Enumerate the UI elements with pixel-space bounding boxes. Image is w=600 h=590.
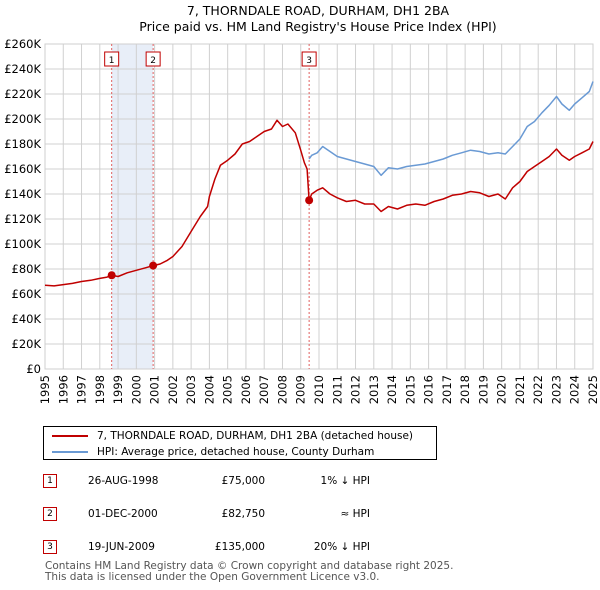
x-tick-label: 2003 bbox=[184, 375, 198, 404]
sale-hpi-relation: ≈ HPI bbox=[340, 508, 370, 520]
chart-title: 7, THORNDALE ROAD, DURHAM, DH1 2BA bbox=[187, 3, 450, 18]
plot-frame bbox=[44, 43, 594, 370]
sale-date: 01-DEC-2000 bbox=[88, 508, 158, 520]
sale-label-box bbox=[104, 51, 120, 67]
y-tick-label: £160K bbox=[4, 162, 41, 176]
legend-swatch-property bbox=[52, 435, 88, 437]
sale-label-box bbox=[301, 51, 317, 67]
property-price-line bbox=[44, 119, 594, 287]
footer-copyright: Contains HM Land Registry data © Crown c… bbox=[45, 560, 454, 572]
sale-price: £135,000 bbox=[214, 541, 265, 553]
sale-label-box bbox=[145, 51, 161, 67]
x-tick-label: 2015 bbox=[403, 375, 417, 404]
x-tick-label: 2002 bbox=[166, 375, 180, 404]
x-tick-label: 2001 bbox=[148, 375, 162, 404]
y-tick-label: £120K bbox=[4, 212, 41, 226]
y-tick-label: £220K bbox=[4, 87, 41, 101]
x-tick-label: 2013 bbox=[367, 375, 381, 404]
x-tick-label: 1999 bbox=[111, 375, 125, 404]
hpi-line bbox=[308, 81, 594, 177]
x-tick-label: 2005 bbox=[221, 375, 235, 404]
x-tick-label: 2008 bbox=[275, 375, 289, 404]
x-tick-label: 2018 bbox=[458, 375, 472, 404]
sale-row: 2 01-DEC-2000 £82,750 ≈ HPI bbox=[43, 505, 403, 525]
x-tick-label: 2009 bbox=[294, 375, 308, 404]
x-tick-label: 2016 bbox=[422, 375, 436, 404]
x-tick-label: 2025 bbox=[586, 375, 600, 404]
x-tick-label: 2004 bbox=[202, 375, 216, 404]
legend: 7, THORNDALE ROAD, DURHAM, DH1 2BA (deta… bbox=[43, 426, 437, 460]
x-tick-label: 2012 bbox=[349, 375, 363, 404]
sale-number-badge: 1 bbox=[43, 474, 57, 488]
plot-area: £0 £20K £40K £60K £80K £100K £120K £140K £160K £1… bbox=[4, 37, 600, 404]
legend-item-hpi: HPI: Average price, detached house, Coun… bbox=[52, 444, 374, 460]
x-tick-label: 2006 bbox=[239, 375, 253, 404]
x-tick-label: 1996 bbox=[56, 375, 70, 404]
legend-item-property: 7, THORNDALE ROAD, DURHAM, DH1 2BA (deta… bbox=[52, 428, 413, 444]
footer-attribution: Contains HM Land Registry data © Crown c… bbox=[45, 561, 453, 583]
x-tick-label: 2014 bbox=[385, 375, 399, 404]
sale-label-number: 2 bbox=[150, 56, 156, 66]
y-tick-label: £180K bbox=[4, 137, 41, 151]
legend-label-hpi: HPI: Average price, detached house, Coun… bbox=[97, 446, 375, 458]
sale-row: 3 19-JUN-2009 £135,000 20% ↓ HPI bbox=[43, 538, 403, 558]
sale-date: 19-JUN-2009 bbox=[88, 541, 155, 553]
chart-subtitle: Price paid vs. HM Land Registry's House … bbox=[139, 19, 496, 34]
x-tick-label: 2019 bbox=[476, 375, 490, 404]
ownership-shade bbox=[111, 44, 154, 369]
sale-point bbox=[107, 271, 116, 280]
y-tick-label: £240K bbox=[4, 62, 41, 76]
x-tick-label: 2010 bbox=[312, 375, 326, 404]
footer-license: This data is licensed under the Open Gov… bbox=[45, 571, 380, 583]
legend-label-property: 7, THORNDALE ROAD, DURHAM, DH1 2BA (deta… bbox=[97, 430, 414, 442]
sale-point bbox=[149, 261, 158, 270]
sale-number-badge: 2 bbox=[43, 507, 57, 521]
y-tick-label: £260K bbox=[4, 37, 41, 51]
y-tick-label: £100K bbox=[4, 237, 41, 251]
y-tick-label: £20K bbox=[12, 337, 42, 351]
sale-date: 26-AUG-1998 bbox=[88, 475, 159, 487]
price-chart: 7, THORNDALE ROAD, DURHAM, DH1 2BA Price… bbox=[4, 3, 600, 404]
sale-point bbox=[305, 196, 314, 205]
sale-label-number: 1 bbox=[109, 56, 115, 66]
x-tick-label: 1995 bbox=[38, 375, 52, 404]
sale-hpi-relation: 1% ↓ HPI bbox=[320, 475, 370, 487]
x-tick-label: 2011 bbox=[330, 375, 344, 404]
y-tick-label: £200K bbox=[4, 112, 41, 126]
sale-label-number: 3 bbox=[306, 56, 312, 66]
x-tick-label: 1998 bbox=[93, 375, 107, 404]
y-tick-label: £140K bbox=[4, 187, 41, 201]
y-tick-label: £80K bbox=[12, 262, 42, 276]
y-tick-label: £40K bbox=[12, 312, 42, 326]
legend-swatch-hpi bbox=[52, 451, 88, 453]
sale-number-badge: 3 bbox=[43, 540, 57, 554]
sale-hpi-relation: 20% ↓ HPI bbox=[313, 541, 370, 553]
x-tick-label: 2007 bbox=[257, 375, 271, 404]
x-tick-label: 1997 bbox=[75, 375, 89, 404]
x-tick-label: 2022 bbox=[531, 375, 545, 404]
x-tick-label: 2023 bbox=[549, 375, 563, 404]
x-tick-label: 2024 bbox=[568, 375, 582, 404]
x-tick-label: 2021 bbox=[513, 375, 527, 404]
y-tick-label: £60K bbox=[12, 287, 42, 301]
sale-price: £82,750 bbox=[221, 508, 265, 520]
x-tick-label: 2017 bbox=[440, 375, 454, 404]
sale-row: 1 26-AUG-1998 £75,000 1% ↓ HPI bbox=[43, 472, 403, 492]
x-tick-label: 2000 bbox=[129, 375, 143, 404]
x-tick-label: 2020 bbox=[495, 375, 509, 404]
y-tick-label: £0 bbox=[26, 362, 41, 376]
sale-price: £75,000 bbox=[221, 475, 265, 487]
